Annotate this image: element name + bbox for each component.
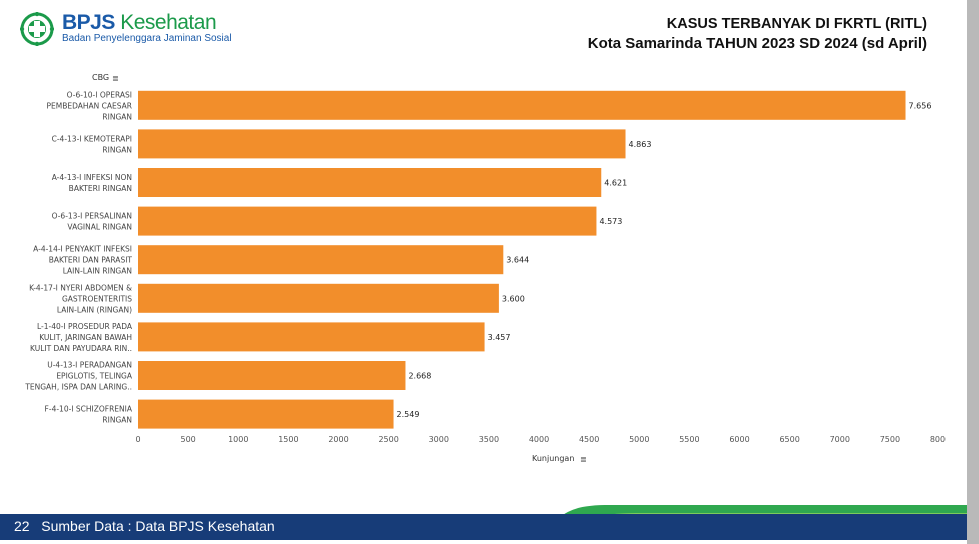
y-axis-sort-icon: ≣ — [112, 74, 119, 83]
bar-data-label: 4.863 — [629, 140, 652, 149]
category-label: F-4-10-I SCHIZOFRENIA — [45, 405, 133, 414]
category-label: K-4-17-I NYERI ABDOMEN & — [29, 283, 132, 292]
category-label: LAIN-LAIN (RINGAN) — [57, 305, 132, 314]
bar — [138, 129, 626, 159]
slide-edge — [967, 0, 979, 544]
category-label: GASTROENTERITIS — [62, 294, 132, 303]
category-label: L-1-40-I PROSEDUR PADA — [37, 322, 133, 331]
logo-text: BPJS Kesehatan Badan Penyelenggara Jamin… — [62, 11, 232, 44]
title-line-1: KASUS TERBANYAK DI FKRTL (RITL) — [666, 16, 927, 32]
x-tick-label: 8000 — [930, 435, 946, 444]
x-tick-label: 2500 — [378, 435, 398, 444]
category-label: RINGAN — [102, 416, 132, 425]
bar — [138, 283, 499, 313]
x-tick-label: 6000 — [729, 435, 749, 444]
category-label: LAIN-LAIN RINGAN — [63, 267, 132, 276]
bpjs-logo-icon — [20, 12, 54, 46]
x-tick-label: 3500 — [479, 435, 499, 444]
category-label: A-4-14-I PENYAKIT INFEKSI — [33, 245, 132, 254]
x-axis-sort-icon: ≣ — [580, 455, 587, 464]
x-tick-label: 7000 — [830, 435, 850, 444]
logo-subtitle: Badan Penyelenggara Jaminan Sosial — [62, 33, 232, 44]
category-label: A-4-13-I INFEKSI NON — [52, 173, 132, 182]
bar-data-label: 3.457 — [488, 333, 511, 342]
bar — [138, 399, 394, 429]
chart-panel: CBG ≣ 7.656 O-6-10-I OPERASI PEMBEDAHAN CAES… — [8, 66, 950, 480]
bar-data-label: 4.573 — [599, 217, 622, 226]
page-number: 22 — [14, 518, 30, 534]
x-tick-label: 5000 — [629, 435, 649, 444]
x-tick-label: 1000 — [228, 435, 248, 444]
logo-brand: BPJS Kesehatan — [62, 11, 232, 35]
bar — [138, 206, 597, 236]
footer-source: Sumber Data : Data BPJS Kesehatan — [41, 518, 275, 534]
bar — [138, 168, 602, 197]
bar — [138, 245, 504, 275]
page-title: KASUS TERBANYAK DI FKRTL (RITL) Kota Sam… — [588, 16, 927, 52]
bar-data-label: 2.549 — [397, 410, 420, 419]
x-tick-label: 6500 — [779, 435, 799, 444]
x-tick-label: 5500 — [679, 435, 699, 444]
x-tick-label: 500 — [180, 435, 195, 444]
x-tick-label: 7500 — [880, 435, 900, 444]
category-label: PEMBEDAHAN CAESAR — [46, 101, 132, 110]
bar — [138, 361, 406, 390]
x-axis-title: Kunjungan — [532, 454, 574, 463]
bar — [138, 90, 906, 120]
x-tick-label: 2000 — [328, 435, 348, 444]
category-label: O-6-13-I PERSALINAN — [52, 212, 132, 221]
bar — [138, 322, 485, 352]
category-label: O-6-10-I OPERASI — [67, 90, 132, 99]
x-tick-label: 0 — [135, 435, 140, 444]
y-axis-title: CBG — [92, 73, 109, 82]
category-label: C-4-13-I KEMOTERAPI — [52, 134, 132, 143]
x-tick-label: 4500 — [579, 435, 599, 444]
category-label: RINGAN — [102, 112, 132, 121]
category-label: KULIT DAN PAYUDARA RIN.. — [30, 344, 132, 353]
x-tick-label: 1500 — [278, 435, 298, 444]
bar-data-label: 4.621 — [604, 179, 627, 188]
bar-data-label: 7.656 — [909, 101, 932, 110]
title-line-2: Kota Samarinda TAHUN 2023 SD 2024 (sd Ap… — [587, 35, 927, 52]
category-label: U-4-13-I PERADANGAN — [47, 361, 132, 370]
bpjs-logo: BPJS Kesehatan Badan Penyelenggara Jamin… — [20, 10, 240, 50]
bar-data-label: 3.644 — [506, 256, 529, 265]
category-label: VAGINAL RINGAN — [67, 223, 132, 232]
footer-bar: 22 Sumber Data : Data BPJS Kesehatan — [0, 514, 967, 540]
logo-brand-kesehatan: Kesehatan — [120, 11, 217, 34]
category-label: EPIGLOTIS, TELINGA — [56, 372, 133, 381]
logo-brand-bpjs: BPJS — [62, 11, 115, 34]
x-tick-label: 3000 — [429, 435, 449, 444]
bar-data-label: 2.668 — [408, 372, 431, 381]
x-tick-label: 4000 — [529, 435, 549, 444]
bar-data-label: 3.600 — [502, 294, 525, 303]
category-label: RINGAN — [102, 145, 132, 154]
footer-text: 22 Sumber Data : Data BPJS Kesehatan — [14, 518, 275, 534]
category-label: BAKTERI DAN PARASIT — [49, 256, 133, 265]
category-label: TENGAH, ISPA DAN LARING.. — [24, 383, 132, 392]
category-label: KULIT, JARINGAN BAWAH — [39, 333, 132, 342]
category-label: BAKTERI RINGAN — [69, 184, 132, 193]
